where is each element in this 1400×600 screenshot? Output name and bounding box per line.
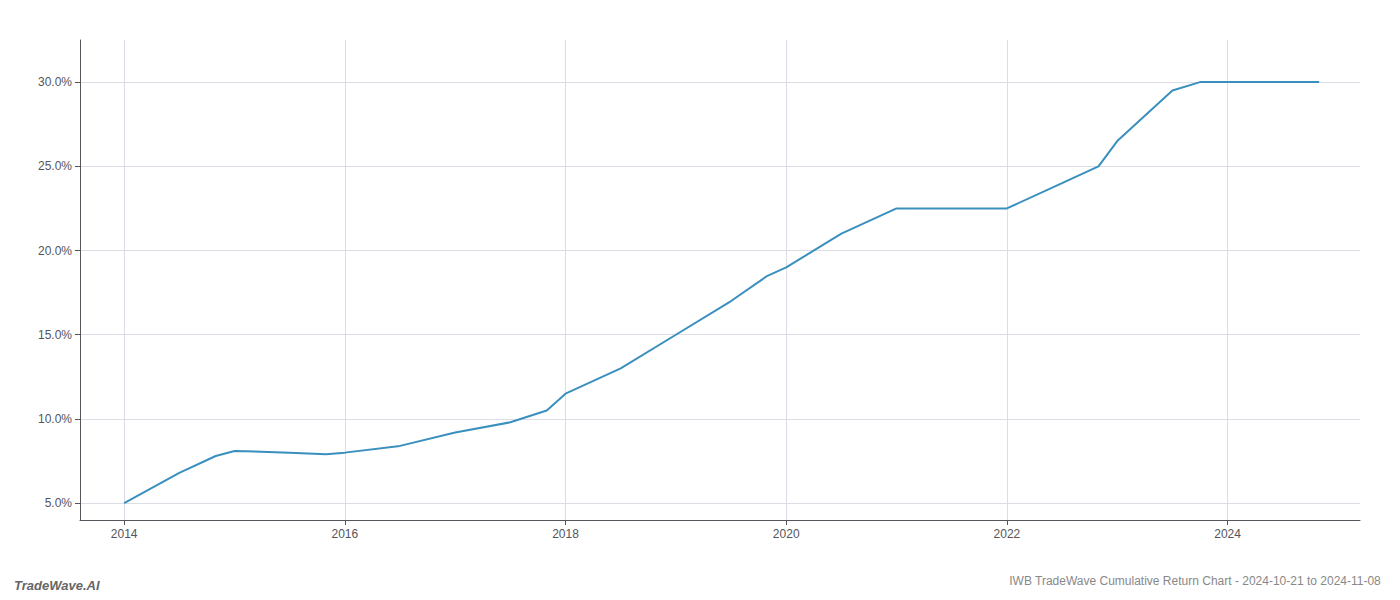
- svg-text:2016: 2016: [331, 527, 358, 541]
- svg-text:5.0%: 5.0%: [45, 496, 73, 510]
- svg-text:15.0%: 15.0%: [38, 328, 72, 342]
- svg-text:2020: 2020: [773, 527, 800, 541]
- svg-text:2022: 2022: [994, 527, 1021, 541]
- svg-text:20.0%: 20.0%: [38, 244, 72, 258]
- svg-text:2018: 2018: [552, 527, 579, 541]
- svg-text:10.0%: 10.0%: [38, 412, 72, 426]
- svg-text:2024: 2024: [1214, 527, 1241, 541]
- svg-text:TradeWave.AI: TradeWave.AI: [14, 578, 100, 593]
- svg-text:30.0%: 30.0%: [38, 75, 72, 89]
- svg-text:2014: 2014: [111, 527, 138, 541]
- svg-text:25.0%: 25.0%: [38, 159, 72, 173]
- svg-text:IWB TradeWave Cumulative Retur: IWB TradeWave Cumulative Return Chart - …: [1009, 574, 1381, 588]
